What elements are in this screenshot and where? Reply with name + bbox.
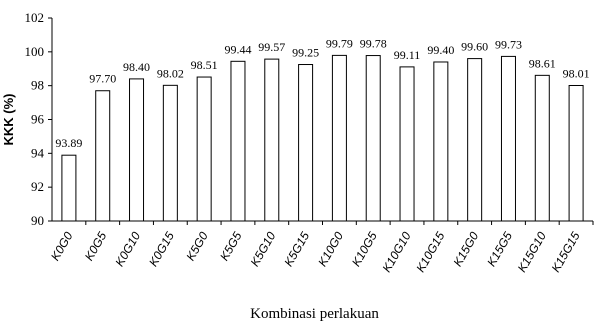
category-label: K5G10 [248, 229, 279, 269]
value-label: 98.02 [157, 66, 184, 80]
value-label: 99.78 [360, 37, 387, 51]
x-axis-label: Kombinasi perlakuan [250, 306, 379, 322]
bar-k5g10 [264, 58, 280, 222]
y-tick-label: 96 [31, 112, 45, 127]
value-label: 99.11 [394, 48, 421, 62]
bar-k5g0 [196, 76, 212, 222]
y-axis: 90 92 94 96 98 100 102 [25, 10, 53, 228]
category-label: K15G10 [515, 229, 549, 274]
value-labels: 93.89 97.70 98.40 98.02 98.51 99.44 99.57 99.25… [55, 36, 589, 150]
bar-k10g5 [365, 55, 381, 222]
bar-k10g0 [331, 54, 347, 222]
category-label: K5G5 [217, 229, 245, 263]
category-label: K15G5 [484, 229, 515, 269]
category-label: K10G10 [379, 229, 413, 274]
bar-k10g10 [399, 66, 415, 222]
category-label: K0G5 [82, 229, 110, 263]
value-label: 99.57 [258, 40, 285, 54]
category-label: K0G10 [112, 229, 143, 269]
x-axis: K0G0 K0G5 K0G10 K0G15 K5G0 K5G5 K5G10 K5G15 K10G… [48, 220, 594, 275]
y-axis-label: KKK (%) [1, 94, 16, 146]
value-label: 99.60 [461, 40, 488, 54]
category-label: K0G0 [48, 229, 76, 263]
bar-k0g0 [61, 154, 77, 222]
category-label: K10G0 [315, 229, 346, 269]
y-tick-label: 100 [25, 44, 45, 59]
value-label: 98.61 [529, 56, 556, 70]
value-label: 98.40 [123, 60, 150, 74]
y-tick-label: 102 [25, 10, 45, 25]
bar-k15g0 [467, 58, 483, 222]
y-tick-label: 98 [31, 78, 44, 93]
category-label: K10G15 [413, 229, 447, 274]
bar-k15g15 [568, 84, 584, 222]
value-label: 93.89 [55, 136, 82, 150]
bar-k0g5 [95, 90, 111, 222]
bars [61, 54, 584, 222]
y-tick-label: 90 [31, 213, 44, 228]
category-label: K10G5 [349, 229, 380, 269]
value-label: 98.51 [191, 58, 218, 72]
bar-k15g5 [500, 55, 516, 222]
category-label: K0G15 [146, 229, 177, 269]
bar-k0g10 [129, 78, 145, 222]
value-label: 99.79 [326, 36, 353, 50]
category-label: K15G0 [450, 229, 481, 269]
value-label: 99.40 [427, 43, 454, 57]
category-label: K15G15 [549, 229, 583, 274]
category-label: K5G0 [183, 229, 211, 263]
bar-k15g10 [534, 74, 550, 222]
y-tick-label: 94 [31, 145, 45, 160]
value-label: 99.44 [224, 42, 251, 56]
category-label: K5G15 [281, 229, 312, 269]
value-label: 97.70 [89, 72, 116, 86]
bar-k5g15 [298, 64, 314, 222]
bar-k0g15 [162, 84, 178, 222]
value-label: 98.01 [563, 66, 590, 80]
bar-k10g15 [433, 61, 449, 222]
value-label: 99.73 [495, 37, 522, 51]
y-tick-label: 92 [31, 179, 44, 194]
value-label: 99.25 [292, 46, 319, 60]
bar-k5g5 [230, 60, 246, 222]
